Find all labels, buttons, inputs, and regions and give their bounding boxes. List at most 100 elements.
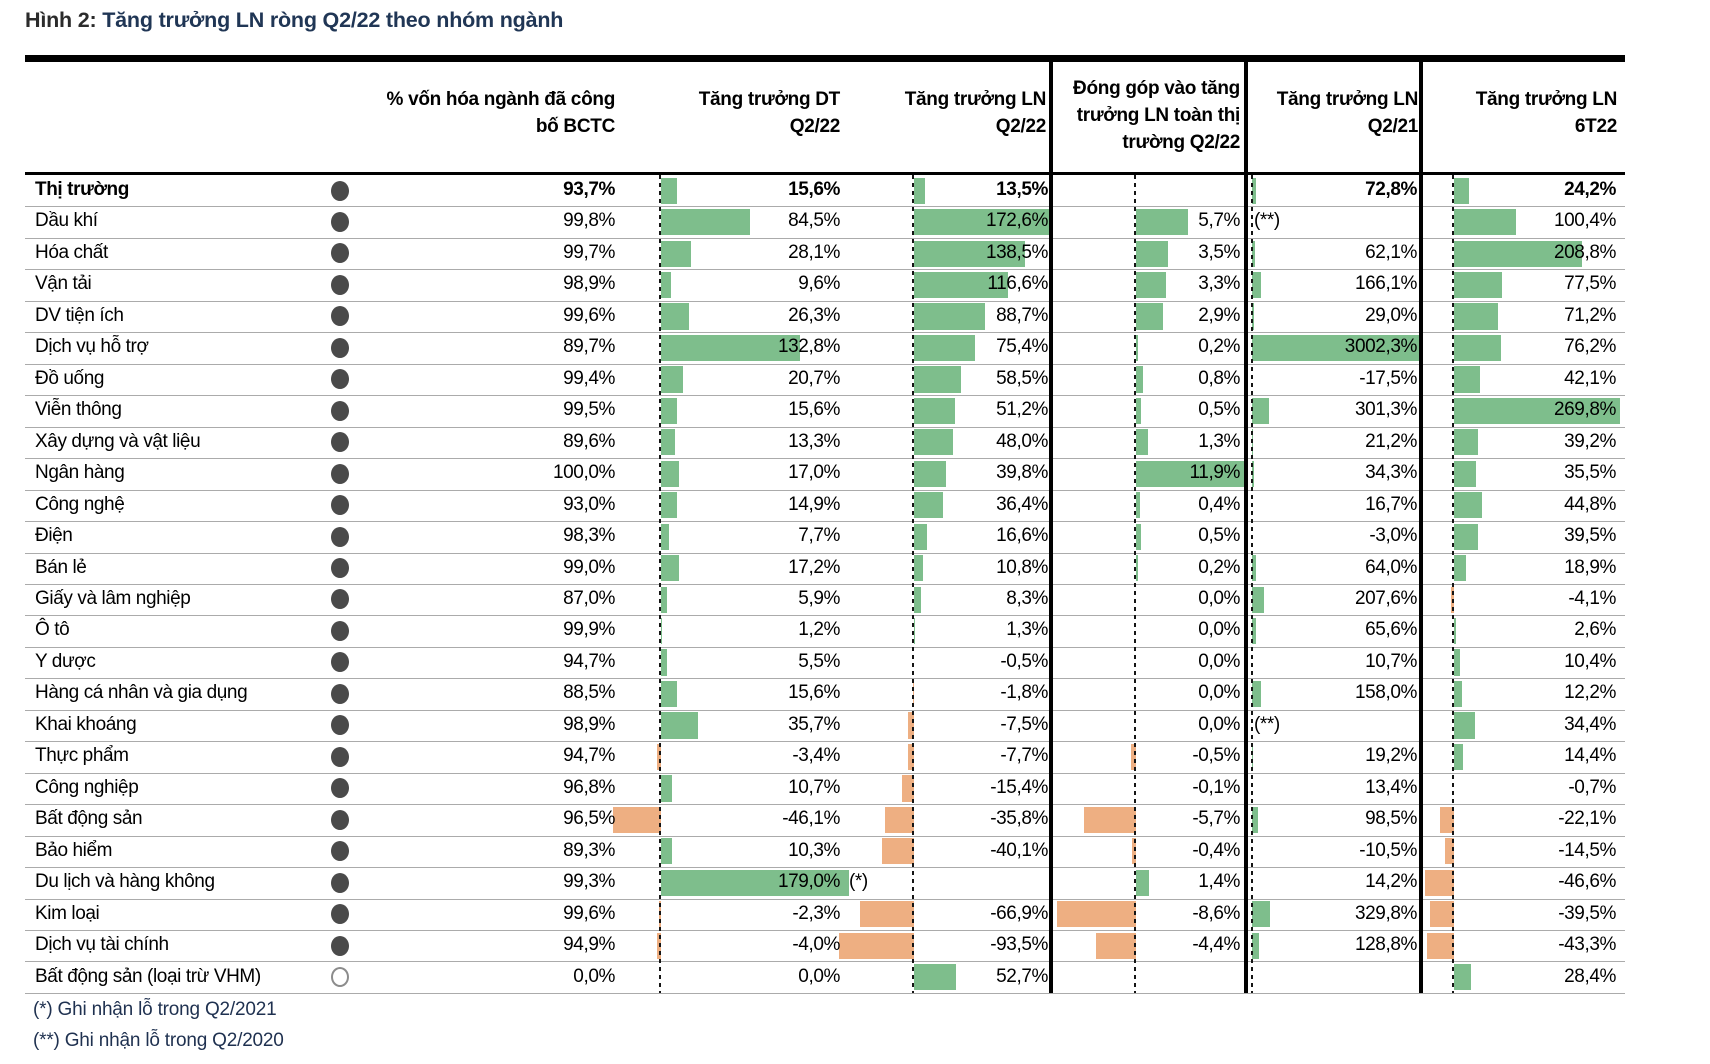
h122-value: -39,5% bbox=[1558, 902, 1616, 924]
h122-bar bbox=[1454, 240, 1583, 267]
contrib-bar bbox=[1136, 869, 1149, 896]
dt-bar bbox=[661, 334, 801, 362]
row-label: Dầu khí bbox=[35, 210, 98, 232]
coverage-dot bbox=[331, 746, 349, 767]
dt-value: 28,1% bbox=[788, 241, 840, 263]
table-row: Y dược 94,7% 5,5% -0,5% 0,0% 10,7% 10,4% bbox=[25, 647, 1625, 680]
h122-bar bbox=[1440, 806, 1454, 833]
h122-bar bbox=[1454, 618, 1456, 645]
coverage-dot bbox=[331, 935, 349, 956]
dt-bar bbox=[661, 523, 670, 550]
ln-value: 10,8% bbox=[996, 556, 1048, 578]
ln-value: -15,4% bbox=[990, 776, 1048, 798]
market-cap-value: 99,5% bbox=[563, 399, 615, 421]
dt-value: 26,3% bbox=[788, 304, 840, 326]
ln-bar bbox=[907, 712, 914, 739]
dt-value: 17,0% bbox=[788, 462, 840, 484]
coverage-dot bbox=[331, 809, 349, 830]
row-label: Ngân hàng bbox=[35, 462, 125, 484]
h122-bar bbox=[1454, 523, 1479, 550]
q221-bar bbox=[1252, 680, 1261, 708]
q221-bar bbox=[1252, 586, 1264, 613]
table-row: Dịch vụ tài chính 94,9% -4,0% -93,5% -4,4% 12… bbox=[25, 930, 1625, 963]
table-row: Công nghệ 93,0% 14,9% 36,4% 0,4% 16,7% 44,8% bbox=[25, 490, 1625, 523]
contrib-value: -4,4% bbox=[1192, 934, 1240, 956]
market-cap-value: 89,3% bbox=[563, 839, 615, 861]
contrib-bar bbox=[1131, 743, 1136, 771]
dt-value: -46,1% bbox=[782, 808, 840, 830]
h122-bar bbox=[1454, 334, 1501, 362]
table-row: Công nghiệp 96,8% 10,7% -15,4% -0,1% 13,4% -0,… bbox=[25, 773, 1625, 806]
dt-value: 84,5% bbox=[788, 210, 840, 232]
market-cap-value: 99,8% bbox=[563, 210, 615, 232]
figure-number: Hình 2: bbox=[25, 8, 103, 32]
dt-bar bbox=[661, 680, 678, 708]
q221-bar bbox=[1252, 618, 1256, 645]
footnote-2: (**) Ghi nhận lỗ trong Q2/2020 bbox=[33, 1030, 284, 1051]
market-cap-value: 99,7% bbox=[563, 241, 615, 263]
table-row: Hàng cá nhân và gia dụng 88,5% 15,6% -1,8% 0… bbox=[25, 678, 1625, 711]
dt-value: 5,5% bbox=[798, 650, 840, 672]
row-label: Xây dựng và vật liệu bbox=[35, 430, 201, 452]
h122-bar bbox=[1454, 492, 1482, 519]
ln-value: 16,6% bbox=[996, 525, 1048, 547]
h122-bar bbox=[1454, 649, 1461, 676]
ln-bar bbox=[914, 303, 986, 330]
market-cap-value: 96,8% bbox=[563, 776, 615, 798]
h122-bar bbox=[1454, 555, 1466, 582]
table-row: Điện 98,3% 7,7% 16,6% 0,5% -3,0% 39,5% bbox=[25, 521, 1625, 554]
dt-bar bbox=[661, 271, 672, 299]
dt-bar bbox=[661, 397, 678, 424]
ln-value: 13,5% bbox=[996, 179, 1048, 200]
h122-value: 35,5% bbox=[1564, 462, 1616, 484]
q221-value: -10,5% bbox=[1359, 839, 1417, 861]
contrib-value: 0,8% bbox=[1198, 367, 1240, 389]
q221-value: 16,7% bbox=[1365, 493, 1417, 515]
coverage-dot bbox=[331, 274, 349, 295]
dt-value: 20,7% bbox=[788, 367, 840, 389]
contrib-value: 0,2% bbox=[1198, 336, 1240, 358]
row-label: Điện bbox=[35, 525, 73, 547]
h122-value: 10,4% bbox=[1564, 650, 1616, 672]
contrib-bar bbox=[1136, 429, 1148, 456]
ln-value: 58,5% bbox=[996, 367, 1048, 389]
dt-bar bbox=[661, 177, 678, 204]
coverage-dot bbox=[331, 589, 349, 610]
dt-bar bbox=[661, 618, 663, 645]
ln-bar bbox=[914, 271, 1008, 299]
coverage-dot bbox=[331, 306, 349, 327]
dt-value: 13,3% bbox=[788, 430, 840, 452]
market-cap-value: 100,0% bbox=[552, 462, 615, 484]
dt-bar bbox=[661, 775, 673, 802]
h122-bar bbox=[1454, 397, 1620, 424]
q221-6t22-divider bbox=[1419, 55, 1423, 993]
dt-value: 15,6% bbox=[788, 399, 840, 421]
table-row: Xây dựng và vật liệu 89,6% 13,3% 48,0% 1,3% 2… bbox=[25, 427, 1625, 460]
q221-value: 65,6% bbox=[1365, 619, 1417, 641]
market-cap-value: 99,6% bbox=[563, 902, 615, 924]
h122-value: 24,2% bbox=[1564, 179, 1616, 200]
market-cap-value: 99,3% bbox=[563, 871, 615, 893]
coverage-dot bbox=[331, 558, 349, 579]
ln-bar bbox=[907, 743, 914, 771]
ln-value: 48,0% bbox=[996, 430, 1048, 452]
market-cap-value: 98,3% bbox=[563, 525, 615, 547]
row-label: Hóa chất bbox=[35, 241, 108, 263]
table-top-border bbox=[25, 55, 1625, 62]
coverage-dot bbox=[331, 463, 349, 484]
ln-bar bbox=[838, 932, 914, 959]
q221-value: 72,8% bbox=[1365, 179, 1417, 200]
dt-value: 132,8% bbox=[777, 336, 840, 358]
q221-bar bbox=[1252, 555, 1256, 582]
h122-value: 2,6% bbox=[1574, 619, 1616, 641]
market-cap-value: 89,6% bbox=[563, 430, 615, 452]
row-label: Dịch vụ hỗ trợ bbox=[35, 336, 149, 358]
contrib-value: 0,0% bbox=[1198, 619, 1240, 641]
ln-value: 8,3% bbox=[1006, 587, 1048, 609]
table-row: Du lịch và hàng không 99,3% 179,0% (*) 1,4% 1… bbox=[25, 867, 1625, 900]
dt-value: 179,0% bbox=[777, 871, 840, 893]
row-label: Bán lẻ bbox=[35, 556, 87, 578]
table-row: Hóa chất 99,7% 28,1% 138,5% 3,5% 62,1% 208,8% bbox=[25, 238, 1625, 271]
dt-bar bbox=[656, 932, 661, 959]
contrib-value: -0,4% bbox=[1192, 839, 1240, 861]
